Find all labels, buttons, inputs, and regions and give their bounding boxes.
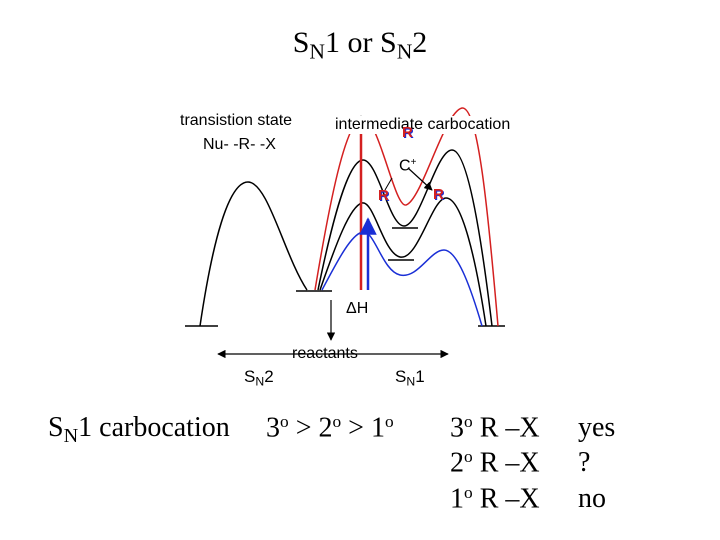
row-deg: 1 xyxy=(450,483,464,515)
r-label-right: R xyxy=(433,186,444,203)
row-deg-mark: o xyxy=(464,483,473,502)
sn2-arrow-label: SN2 xyxy=(244,367,274,389)
intermediate-carbocation-label: intermediate carbocation xyxy=(333,116,513,134)
order-a-deg: o xyxy=(280,412,289,431)
substrate-row-tertiary: 3o R –X xyxy=(450,412,540,445)
carbocation-stability-statement: SN1 carbocation xyxy=(48,412,230,448)
lead-rest: 1 carbocation xyxy=(78,412,230,443)
r-label-left: R xyxy=(378,187,389,204)
sn1-curve-black-1 xyxy=(317,149,493,327)
title-suffix: 2 xyxy=(412,26,428,59)
sn1-curve-red xyxy=(314,107,499,327)
order-c-deg: o xyxy=(384,412,394,431)
sn1-curve-blue xyxy=(321,231,483,327)
sn1-sub: N xyxy=(406,374,416,389)
bond-line-1 xyxy=(384,177,393,191)
transition-state-formula: Nu- -R- -X xyxy=(203,136,276,153)
order-gt-2: > xyxy=(348,412,364,444)
carbon-charge: + xyxy=(410,157,417,168)
stability-order: 3o > 2o > 1o xyxy=(266,412,394,445)
order-b: 2 xyxy=(318,412,333,444)
order-gt-1: > xyxy=(295,412,312,444)
order-a: 3 xyxy=(266,412,280,444)
answer-primary: no xyxy=(578,483,606,514)
row-deg: 2 xyxy=(450,447,464,479)
bond-arrow-r xyxy=(407,167,433,191)
title-sub-n2: N xyxy=(396,39,413,64)
r-label-top: R xyxy=(402,124,413,141)
sn2-sub: N xyxy=(255,374,265,389)
row-formula: R –X xyxy=(479,483,540,515)
sn1-curve-black-2 xyxy=(319,197,487,327)
sn2-curve xyxy=(199,181,308,327)
sn1-n: 1 xyxy=(415,367,425,386)
answer-tertiary: yes xyxy=(578,412,616,443)
lead-sub: N xyxy=(63,425,79,448)
substrate-row-secondary: 2o R –X xyxy=(450,447,540,480)
row-deg: 3 xyxy=(450,412,464,444)
answer-secondary: ? xyxy=(578,447,591,478)
substrate-row-primary: 1o R –X xyxy=(450,483,540,516)
sn1-s: S xyxy=(395,367,407,386)
delta-h-label: ΔH xyxy=(346,300,369,317)
row-formula: R –X xyxy=(479,412,540,444)
order-c: 1 xyxy=(370,412,385,444)
transition-state-label: transistion state xyxy=(180,112,293,129)
reactants-label: reactants xyxy=(292,345,358,362)
title-middle: 1 or S xyxy=(325,26,397,59)
lead-s: S xyxy=(48,412,64,443)
carbon-letter: C xyxy=(399,157,411,175)
sn2-s: S xyxy=(244,367,256,386)
title-sub-n1: N xyxy=(309,39,325,64)
page-title: SN1 or SN2 xyxy=(0,26,720,64)
sn2-n: 2 xyxy=(264,367,274,386)
row-deg-mark: o xyxy=(464,447,473,466)
order-b-deg: o xyxy=(332,412,342,431)
sn1-arrow-label: SN1 xyxy=(395,367,425,389)
row-deg-mark: o xyxy=(464,412,473,431)
row-formula: R –X xyxy=(479,447,540,479)
title-s1: S xyxy=(292,26,310,59)
carbon-label: C+ xyxy=(399,157,416,175)
